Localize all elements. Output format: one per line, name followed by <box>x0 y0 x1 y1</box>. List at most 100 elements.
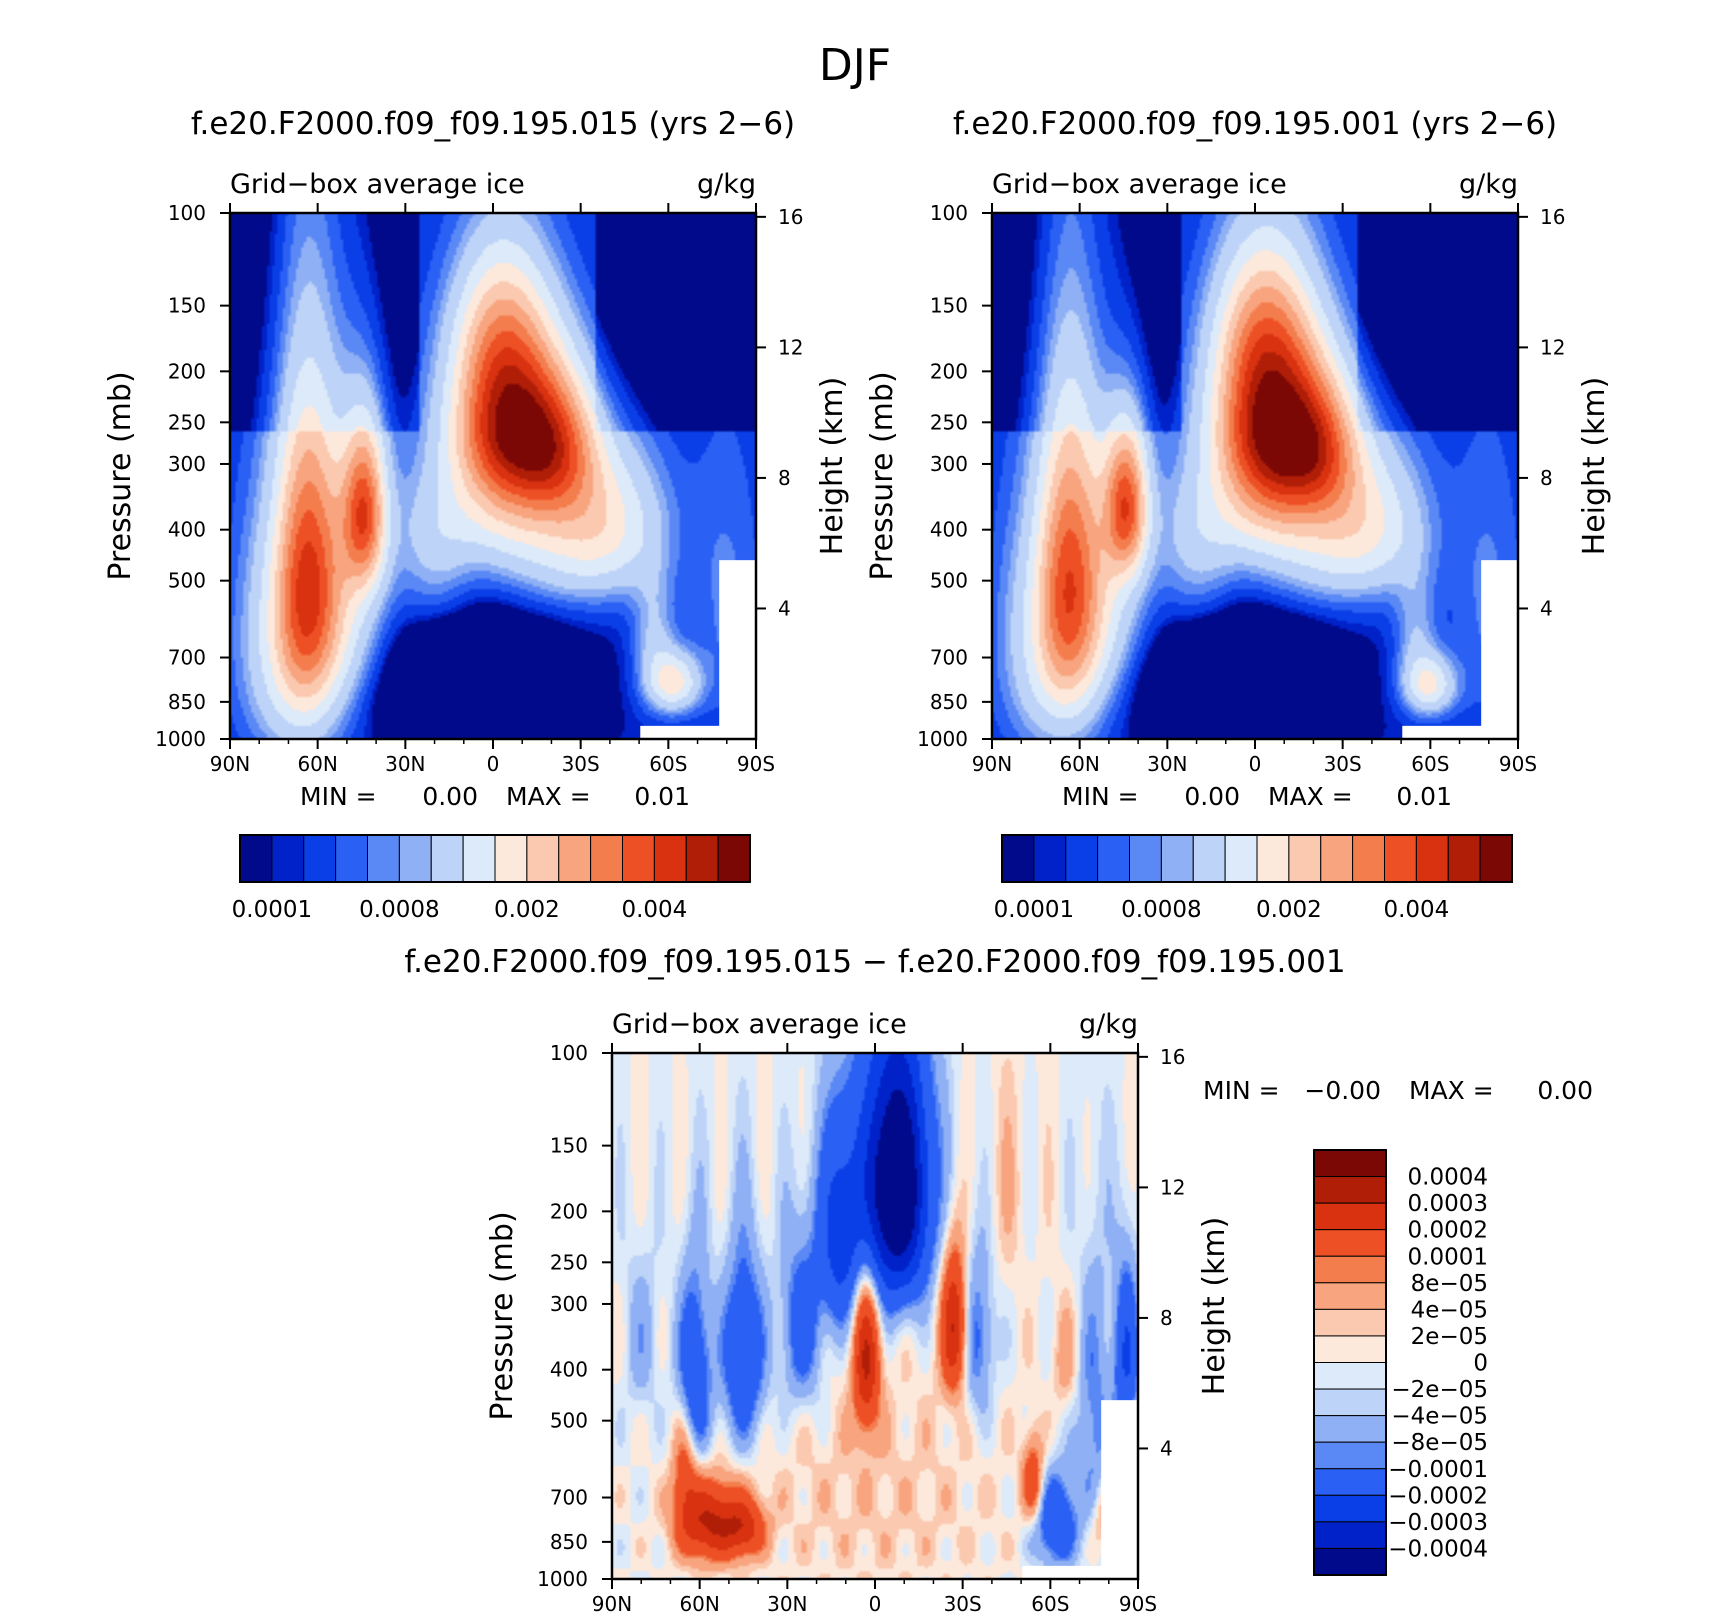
colorbar-swatch <box>1415 834 1449 883</box>
colorbar-swatch <box>1288 834 1322 883</box>
y2-tick-label: 8 <box>1540 466 1553 490</box>
panel-p2: f.e20.F2000.f09_f09.195.001 (yrs 2−6) Gri… <box>865 106 1612 923</box>
colorbar-swatch <box>271 834 305 883</box>
y-tick-label: 150 <box>930 294 968 318</box>
y-tick-label: 200 <box>550 1199 588 1223</box>
colorbar-swatch <box>622 834 655 883</box>
colorbar-swatch <box>239 834 273 883</box>
field-name-label: Grid−box average ice <box>612 1009 907 1040</box>
panel-title: f.e20.F2000.f09_f09.195.015 (yrs 2−6) <box>191 106 795 142</box>
colorbar-label: 0.0002 <box>1408 1218 1488 1244</box>
min-label: MIN = <box>1203 1076 1280 1105</box>
colorbar-swatch <box>1313 1362 1387 1390</box>
x-tick-label: 30S <box>1324 752 1362 776</box>
colorbar-swatch <box>494 834 528 883</box>
min-value: −0.00 <box>1304 1076 1381 1105</box>
y-tick-label: 300 <box>550 1292 588 1316</box>
y-axis-title: Pressure (mb) <box>485 1211 520 1420</box>
colorbar-swatch <box>653 834 687 883</box>
x-tick-label: 30S <box>562 752 600 776</box>
y-tick-label: 500 <box>930 569 968 593</box>
colorbar-swatch <box>303 834 337 883</box>
x-tick-label: 90N <box>972 752 1012 776</box>
field-name-label: Grid−box average ice <box>992 169 1287 200</box>
colorbar-swatch <box>1313 1468 1387 1496</box>
y-tick-label: 300 <box>930 452 968 476</box>
heatmap-field <box>992 213 1518 739</box>
colorbar-swatch <box>1320 834 1354 883</box>
colorbar-label: 0.0001 <box>1408 1244 1488 1270</box>
colorbar-swatch <box>1313 1229 1387 1257</box>
colorbar-swatch <box>1313 1415 1387 1443</box>
y-tick-label: 500 <box>550 1409 588 1433</box>
colorbar-swatch <box>1313 1441 1387 1470</box>
colorbar-swatch <box>1313 1335 1387 1363</box>
y2-tick-label: 4 <box>1540 596 1553 620</box>
y-tick-label: 850 <box>550 1530 588 1554</box>
y-tick-label: 100 <box>550 1041 588 1065</box>
min-label: MIN = <box>300 782 377 811</box>
colorbar-swatch <box>335 834 368 883</box>
y-tick-label: 150 <box>168 294 206 318</box>
colorbar-swatch <box>1313 1388 1387 1417</box>
colorbar-swatch <box>1224 834 1258 883</box>
y2-tick-label: 16 <box>1540 205 1565 229</box>
colorbar-swatch <box>367 834 400 883</box>
x-tick-label: 90N <box>210 752 250 776</box>
colorbar-label: 0.0004 <box>1408 1165 1488 1191</box>
terrain-mask <box>1481 560 1518 739</box>
field-name-label: Grid−box average ice <box>230 169 525 200</box>
x-tick-label: 60N <box>297 752 337 776</box>
y2-axis-title: Height (km) <box>1197 1217 1232 1396</box>
colorbar-swatch <box>1352 834 1385 883</box>
colorbar-label: 0.004 <box>621 897 687 923</box>
colorbar-label: −4e−05 <box>1391 1404 1488 1430</box>
heatmap-field <box>612 1053 1138 1579</box>
y-axis-title: Pressure (mb) <box>103 371 138 580</box>
colorbar-swatch <box>1097 834 1130 883</box>
y-tick-label: 850 <box>168 690 206 714</box>
units-label: g/kg <box>697 169 756 200</box>
y-tick-label: 200 <box>930 359 968 383</box>
colorbar-label: 0.002 <box>1256 897 1322 923</box>
colorbar-swatch <box>1384 834 1417 883</box>
colorbar-label: 0.0003 <box>1408 1191 1488 1217</box>
x-tick-label: 90S <box>737 752 775 776</box>
colorbar-label: −0.0002 <box>1388 1483 1488 1509</box>
colorbar-swatch <box>717 834 751 883</box>
y-tick-label: 500 <box>168 569 206 593</box>
y-tick-label: 1000 <box>537 1567 588 1591</box>
y2-tick-label: 12 <box>1540 335 1565 359</box>
y-tick-label: 400 <box>930 518 968 542</box>
min-label: MIN = <box>1062 782 1139 811</box>
colorbar-swatch <box>1313 1308 1387 1337</box>
colorbar-swatch <box>1313 1149 1387 1178</box>
colorbar-swatch <box>1313 1494 1387 1523</box>
colorbar-swatch <box>1313 1547 1387 1576</box>
y-tick-label: 400 <box>168 518 206 542</box>
y-tick-label: 250 <box>930 410 968 434</box>
x-tick-label: 60N <box>679 1592 719 1616</box>
max-label: MAX = <box>1268 782 1353 811</box>
colorbar-swatch <box>590 834 623 883</box>
colorbar-label: −0.0003 <box>1388 1510 1488 1536</box>
y2-tick-label: 4 <box>778 596 791 620</box>
colorbar-swatch <box>558 834 592 883</box>
y2-tick-label: 12 <box>778 335 803 359</box>
panel-p3: f.e20.F2000.f09_f09.195.015 − f.e20.F200… <box>404 944 1593 1616</box>
colorbar-label: 0.0001 <box>232 897 312 923</box>
colorbar-swatch <box>1192 834 1226 883</box>
colorbar-label: −2e−05 <box>1391 1377 1488 1403</box>
y2-tick-label: 8 <box>778 466 791 490</box>
units-label: g/kg <box>1459 169 1518 200</box>
y-tick-label: 1000 <box>155 727 206 751</box>
colorbar-label: 0 <box>1473 1351 1488 1377</box>
colorbar-swatch <box>1313 1176 1387 1204</box>
terrain-mask <box>1101 1400 1138 1579</box>
colorbar-swatch <box>1313 1202 1387 1231</box>
y2-tick-label: 8 <box>1160 1306 1173 1330</box>
y-tick-label: 200 <box>168 359 206 383</box>
y-tick-label: 400 <box>550 1358 588 1382</box>
y2-axis-title: Height (km) <box>815 377 850 556</box>
colorbar-swatch <box>462 834 496 883</box>
